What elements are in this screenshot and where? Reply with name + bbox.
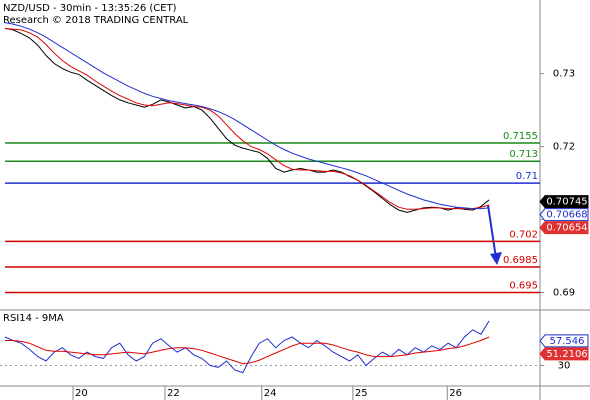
y-tick-label: 0.72 <box>553 142 575 153</box>
price-tag-label: 0.70668 <box>546 210 587 221</box>
price-tag-label: 0.70654 <box>546 223 587 234</box>
x-tick-label: 20 <box>75 388 88 399</box>
series-line <box>4 22 490 210</box>
level-label: 0.713 <box>509 149 538 160</box>
series-line <box>4 336 490 365</box>
price-tag-box <box>539 208 589 222</box>
price-tag-box <box>539 334 589 348</box>
x-tick-label: 24 <box>264 388 277 399</box>
level-label: 0.6985 <box>503 255 538 266</box>
price-tag-box <box>539 195 589 209</box>
arrow <box>487 204 497 259</box>
level-label: 0.695 <box>509 280 538 291</box>
price-tag-box <box>539 347 589 361</box>
level-label: 0.71 <box>516 171 538 182</box>
x-tick-label: 26 <box>449 388 462 399</box>
price-tag-box <box>539 221 589 235</box>
level-label: 0.702 <box>509 229 538 240</box>
y-tick-label: 30 <box>558 360 571 371</box>
series-line <box>4 27 490 213</box>
chart-title: NZD/USD - 30min - 13:35:26 (CET) <box>3 3 177 14</box>
x-tick-label: 22 <box>167 388 180 399</box>
y-tick-label: 0.73 <box>553 69 575 80</box>
price-tag-label: 0.70745 <box>546 197 587 208</box>
series-line <box>4 27 490 210</box>
rsi-title: RSI14 - 9MA <box>3 313 64 324</box>
x-tick-label: 25 <box>355 388 368 399</box>
chart-subtitle: Research © 2018 TRADING CENTRAL <box>3 15 189 26</box>
price-tag-label: 57.546 <box>550 336 585 347</box>
y-tick-label: 0.69 <box>553 287 575 298</box>
level-label: 0.7155 <box>503 131 538 142</box>
arrow-head <box>490 252 502 265</box>
series-line <box>4 320 490 374</box>
price-tag-label: 51.2106 <box>546 349 587 360</box>
